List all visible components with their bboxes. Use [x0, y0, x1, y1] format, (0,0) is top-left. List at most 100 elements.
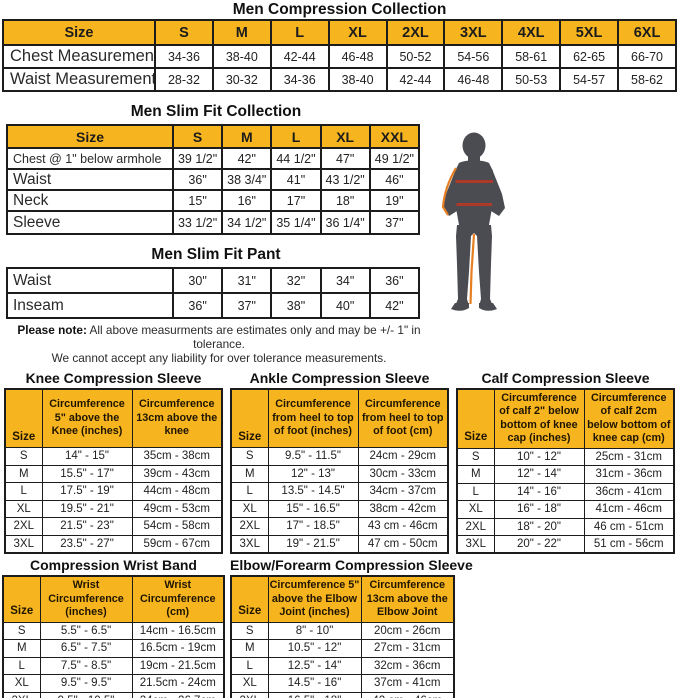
table-cell: 39cm - 43cm — [131, 464, 223, 484]
table-cell: 33 1/2" — [171, 210, 224, 235]
column-header-inches: Wrist Circumference (inches) — [39, 575, 133, 623]
row-label: L — [2, 656, 41, 676]
table-row: S 9.5" - 11.5" 24cm - 29cm — [230, 447, 449, 466]
table-cell: 9.5" - 11.5" — [267, 447, 359, 466]
table-row: 2XL9.5" - 10.5"24cm - 26.7cm — [2, 691, 225, 698]
tolerance-note-text1: All above measurments are estimates only… — [86, 323, 421, 351]
table-cell: 36" — [368, 267, 421, 294]
row-label: Inseam — [6, 292, 174, 319]
tolerance-note: Please note: All above measurments are e… — [0, 323, 438, 366]
row-label: M — [230, 639, 269, 658]
table-cell: 47 cm - 50cm — [357, 534, 449, 554]
elbow-forearm-table: Size Circumference 5" above the Elbow Jo… — [230, 575, 455, 698]
male-silhouette-icon — [441, 132, 505, 311]
calf-sleeve-chart: Calf Compression Sleeve Size Circumferen… — [456, 369, 675, 555]
table-cell: 32cm - 36cm — [360, 656, 455, 676]
table-cell: 16" — [221, 189, 273, 212]
row-label: XL — [230, 674, 269, 693]
table-cell: 31cm - 36cm — [583, 465, 675, 484]
men-slim-fit-collection-table: Size S M L XL XXL Chest @ 1" below armhole 39 1… — [6, 124, 421, 235]
table-cell: 38-40 — [327, 67, 388, 92]
table-cell: 13.5" - 14.5" — [267, 482, 359, 501]
table-row: S 8" - 10" 20cm - 26cm — [230, 621, 455, 641]
table-cell: 25cm - 31cm — [583, 447, 675, 467]
row-label: Waist — [6, 168, 174, 191]
table-row: XL 16" - 18" 41cm - 46cm — [456, 500, 675, 519]
table-cell: 10.5" - 12" — [267, 639, 362, 658]
table-cell: 6.5" - 7.5" — [39, 639, 133, 658]
header-row: Size S M L XL 2XL 3XL 4XL 5XL 6XL — [2, 19, 677, 46]
table-cell: 37cm - 41cm — [360, 674, 455, 693]
table-cell: 44 1/2" — [270, 147, 322, 170]
table-cell: 54cm - 58cm — [131, 517, 223, 536]
ankle-sleeve-table: Size Circumference from heel to top of f… — [230, 387, 449, 554]
row-label: 2XL — [456, 517, 495, 537]
table-cell: 19cm - 21.5cm — [131, 656, 225, 676]
column-header-inches: Circumference of calf 2" below bottom of… — [493, 388, 585, 449]
table-cell: 58-62 — [617, 67, 677, 92]
column-header: L — [270, 124, 322, 149]
table-row: 2XL 17" - 18.5" 43 cm - 46cm — [230, 517, 449, 536]
table-cell: 35cm - 38cm — [131, 447, 223, 466]
measurement-lines — [441, 167, 493, 305]
table-cell: 8" - 10" — [267, 621, 362, 641]
header-row: Size S M L XL XXL — [6, 124, 421, 149]
column-header: S — [171, 124, 224, 149]
table-cell: 12.5" - 14" — [267, 656, 362, 676]
table-cell: 37" — [368, 210, 421, 235]
table-row: M 12" - 13" 30cm - 33cm — [230, 464, 449, 484]
table-row: Sleeve 33 1/2" 34 1/2" 35 1/4" 36 1/4" 37" — [6, 210, 421, 235]
table-cell: 23.5" - 27" — [41, 534, 133, 554]
chart-title-calf: Calf Compression Sleeve — [481, 369, 650, 386]
table-row: XL 9.5" - 9.5" 21.5cm - 24cm — [2, 674, 225, 693]
men-compression-collection-table: Size S M L XL 2XL 3XL 4XL 5XL 6XL Chest Measuremen… — [2, 19, 677, 92]
row-label: 3XL — [456, 535, 495, 554]
column-header: 6XL — [617, 19, 677, 46]
table-cell: 36cm - 41cm — [583, 482, 675, 502]
table-cell: 15" - 16.5" — [267, 499, 359, 519]
table-cell: 51 cm - 56cm — [583, 535, 675, 554]
row-label: XL — [456, 500, 495, 519]
table-cell: 5.5" - 6.5" — [39, 621, 133, 641]
table-row: XL 19.5" - 21" 49cm - 53cm — [4, 499, 223, 519]
table-cell: 50-52 — [385, 44, 446, 69]
table-row: S 14" - 15" 35cm - 38cm — [4, 447, 223, 466]
table-row: 3XL 23.5" - 27" 59cm - 67cm — [4, 534, 223, 554]
column-header: XL — [319, 124, 371, 149]
table-cell: 59cm - 67cm — [131, 534, 223, 554]
table-cell: 34" — [319, 267, 371, 294]
column-header: 4XL — [501, 19, 562, 46]
table-cell: 38cm - 42cm — [357, 499, 449, 519]
ankle-sleeve-chart: Ankle Compression Sleeve Size Circumfere… — [230, 370, 449, 554]
table-cell: 19" — [368, 189, 421, 212]
table-cell: 28-32 — [154, 67, 214, 92]
table-cell: 54-57 — [559, 67, 619, 92]
elbow-forearm-chart: Elbow/Forearm Compression Sleeve Size Ci… — [230, 557, 473, 698]
table-cell: 40" — [319, 292, 371, 319]
table-cell: 35 1/4" — [270, 210, 322, 235]
column-header: M — [211, 19, 272, 46]
row-label: L — [230, 482, 269, 501]
table-cell: 43 cm - 46cm — [357, 517, 449, 536]
column-header: 3XL — [443, 19, 504, 46]
column-header: Size — [2, 19, 156, 46]
table-row: L 7.5" - 8.5" 19cm - 21.5cm — [2, 656, 225, 676]
table-cell: 36" — [171, 292, 224, 319]
table-cell: 44cm - 48cm — [131, 482, 223, 501]
column-header-size: Size — [2, 575, 41, 623]
table-cell: 7.5" - 8.5" — [39, 656, 133, 676]
table-cell: 12" - 14" — [493, 465, 585, 484]
table-cell: 66-70 — [617, 44, 677, 69]
table-cell: 12" - 13" — [267, 464, 359, 484]
table-cell: 54-56 — [443, 44, 504, 69]
row-label: Waist — [6, 267, 174, 294]
table-cell: 62-65 — [559, 44, 619, 69]
table-cell: 14" - 16" — [493, 482, 585, 502]
column-header-cm: Circumference 13cm above the Elbow Joint — [360, 575, 455, 623]
table-cell: 46-48 — [327, 44, 388, 69]
row-label: S — [2, 621, 41, 641]
table-cell: 24cm - 26.7cm — [131, 691, 225, 698]
column-header: XXL — [368, 124, 421, 149]
table-cell: 58-61 — [501, 44, 562, 69]
